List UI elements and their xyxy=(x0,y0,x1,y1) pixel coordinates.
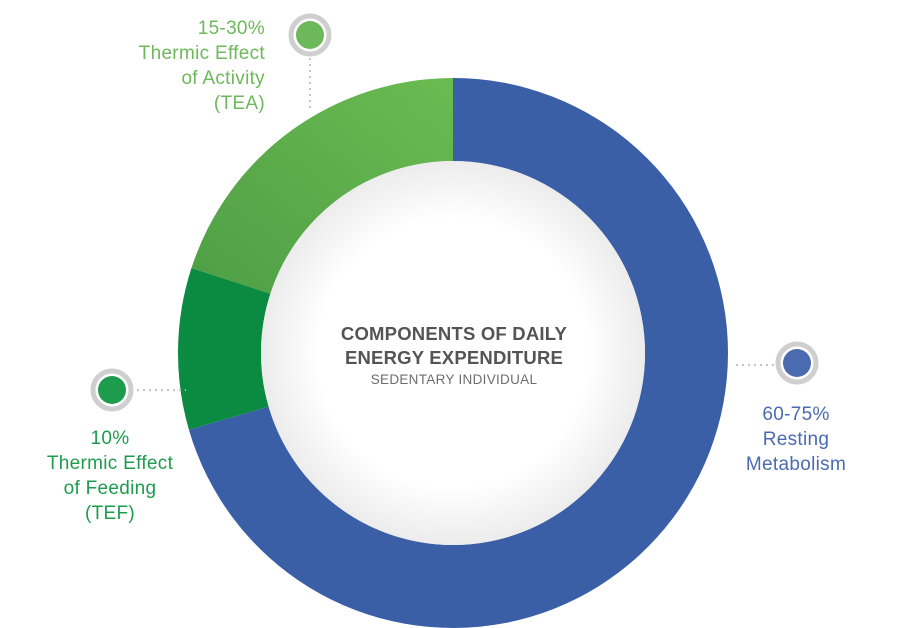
label-rm-line1: Resting xyxy=(762,429,830,450)
label-tef-line1: Thermic Effect xyxy=(46,453,174,474)
label-tea-line1: Thermic Effect xyxy=(138,43,265,64)
label-tef-line2: of Feeding xyxy=(63,478,157,499)
label-tef-line3: (TEF) xyxy=(84,503,136,524)
donut-hole xyxy=(261,161,645,545)
chart-subtitle: SEDENTARY INDIVIDUAL xyxy=(370,372,538,387)
leader-lines xyxy=(131,52,780,391)
label-tef: 10% Thermic Effect of Feeding (TEF) xyxy=(20,426,200,526)
slice-thermic-effect-feeding xyxy=(178,268,271,430)
slice-thermic-effect-activity xyxy=(191,78,453,294)
label-tea-line2: of Activity xyxy=(181,68,265,89)
chart-title-text: COMPONENTS OF DAILY ENERGY EXPENDITURE xyxy=(340,323,568,368)
marker-tea xyxy=(288,13,332,57)
chart-title: COMPONENTS OF DAILY ENERGY EXPENDITURE xyxy=(304,322,604,370)
slices-layer xyxy=(178,78,728,628)
label-rm: 60-75% Resting Metabolism xyxy=(716,402,876,477)
marker-rm xyxy=(775,341,819,385)
label-tea-range: 15-30% xyxy=(197,18,265,39)
slice-resting-metabolism xyxy=(188,78,728,628)
label-rm-line2: Metabolism xyxy=(745,454,847,475)
label-tea: 15-30% Thermic Effect of Activity (TEA) xyxy=(139,16,265,116)
marker-tef xyxy=(90,368,134,412)
label-tef-range: 10% xyxy=(90,428,130,449)
label-rm-range: 60-75% xyxy=(762,404,830,425)
label-tea-line3: (TEA) xyxy=(213,93,265,114)
